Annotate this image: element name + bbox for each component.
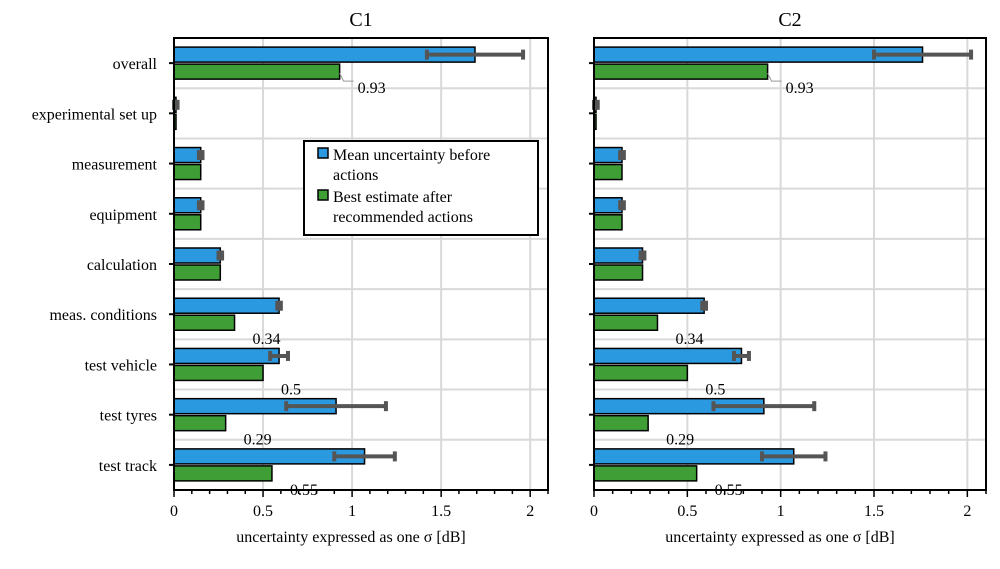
data-label-leader [767, 72, 782, 82]
legend-label: actions [333, 167, 378, 184]
bar-after-8 [593, 465, 698, 482]
data-label-6: 0.5 [281, 381, 301, 398]
data-label-7: 0.29 [244, 432, 272, 449]
category-label: calculation [87, 257, 157, 274]
bar-before-4 [593, 247, 644, 264]
bar-before-3 [173, 197, 202, 214]
legend-label: recommended actions [333, 209, 473, 226]
legend-label: Mean uncertainty before [333, 147, 490, 164]
bar-before-2 [173, 146, 202, 164]
x-tick-label: 2 [963, 503, 971, 520]
bar-after-0 [173, 63, 341, 80]
bar-before-2 [593, 146, 623, 164]
bar-after-2 [173, 163, 202, 181]
legend-label: Best estimate after [333, 189, 453, 206]
bar-before-4 [173, 247, 222, 264]
category-label: test vehicle [85, 357, 157, 374]
x-axis-title: uncertainty expressed as one σ [dB] [236, 529, 465, 546]
legend-swatch-1 [317, 189, 329, 201]
plot-frame [173, 37, 549, 491]
category-label: equipment [89, 207, 157, 224]
category-axis-labels: overall experimental set up measurement equ… [32, 56, 158, 475]
data-label-leader [339, 72, 354, 82]
data-label-0: 0.93 [358, 80, 386, 97]
bar-before-6 [593, 347, 743, 365]
bar-before-3 [593, 197, 623, 214]
category-label: measurement [72, 157, 158, 174]
x-tick-label: 0 [590, 503, 598, 520]
bar-after-5 [593, 314, 659, 331]
panel-c1: 0.930.340.50.290.550 0.5 1 1.5 2uncertainty … [169, 9, 549, 546]
x-tick-label: 1.5 [431, 503, 451, 520]
bar-after-6 [173, 364, 264, 382]
x-tick-label: 2 [526, 503, 534, 520]
category-label: experimental set up [32, 106, 157, 123]
bar-after-5 [173, 314, 236, 331]
bar-before-6 [173, 347, 280, 365]
bar-after-8 [173, 465, 273, 482]
bar-after-0 [593, 63, 769, 80]
bar-after-7 [593, 414, 649, 432]
x-axis-title: uncertainty expressed as one σ [dB] [665, 529, 894, 546]
data-label-0: 0.93 [786, 80, 814, 97]
panel-title: C2 [778, 9, 801, 31]
plot-frame [593, 37, 987, 491]
bar-after-3 [173, 214, 202, 231]
panel-c2: 0.930.340.50.290.550 0.5 1 1.5 2uncertainty … [589, 9, 987, 546]
x-tick-label: 0 [170, 503, 178, 520]
panel-title: C1 [349, 9, 372, 31]
category-label: meas. conditions [49, 307, 157, 324]
legend-box [303, 140, 539, 236]
x-tick-label: 1.5 [864, 503, 884, 520]
x-tick-label: 0.5 [253, 503, 273, 520]
data-label-5: 0.34 [253, 331, 281, 348]
category-label: test track [99, 458, 157, 475]
legend: Mean uncertainty before actions Best estim… [303, 140, 539, 236]
category-label: test tyres [100, 408, 157, 425]
data-label-5: 0.34 [675, 331, 703, 348]
data-label-7: 0.29 [666, 432, 694, 449]
x-tick-label: 0.5 [677, 503, 697, 520]
bar-after-7 [173, 414, 227, 432]
bar-before-5 [593, 297, 705, 314]
bar-after-2 [593, 163, 623, 181]
bar-after-6 [593, 364, 689, 382]
x-tick-label: 1 [777, 503, 785, 520]
data-label-6: 0.5 [705, 381, 725, 398]
x-tick-label: 1 [348, 503, 356, 520]
bar-after-4 [593, 264, 644, 281]
bar-before-5 [173, 297, 280, 314]
category-label: overall [113, 56, 158, 73]
legend-swatch-0 [317, 147, 329, 159]
bar-after-4 [173, 264, 222, 281]
bar-after-3 [593, 214, 623, 231]
